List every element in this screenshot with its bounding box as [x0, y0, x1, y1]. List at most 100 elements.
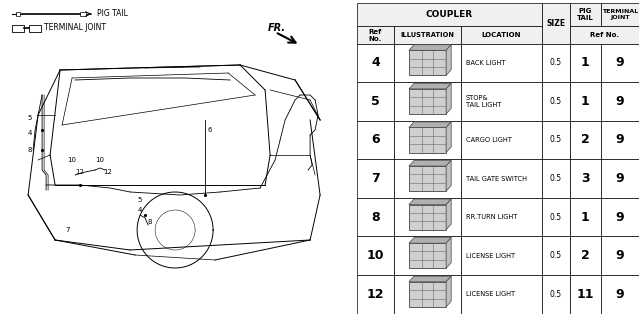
Text: 1: 1 [581, 56, 589, 69]
Text: LICENSE LIGHT: LICENSE LIGHT [465, 253, 515, 259]
Bar [16, 12, 20, 16]
Bar [541, 82, 570, 121]
Text: LICENSE LIGHT: LICENSE LIGHT [465, 291, 515, 297]
Text: 1: 1 [581, 211, 589, 224]
Text: 11: 11 [577, 288, 594, 301]
Bar [541, 44, 570, 82]
Text: 2: 2 [581, 249, 589, 262]
Text: 3: 3 [581, 172, 589, 185]
Text: STOP&
TAIL LIGHT: STOP& TAIL LIGHT [465, 95, 501, 108]
Bar [394, 198, 461, 236]
Bar [12, 25, 24, 31]
Polygon shape [409, 238, 451, 243]
Bar [357, 3, 541, 27]
Text: 9: 9 [616, 95, 624, 108]
Bar [394, 236, 461, 275]
Text: 12: 12 [104, 169, 113, 175]
Text: 6: 6 [371, 133, 380, 147]
Bar [394, 275, 461, 314]
Text: 8: 8 [371, 211, 380, 224]
Text: Ref
No.: Ref No. [369, 28, 382, 42]
Text: TERMINAL
JOINT: TERMINAL JOINT [602, 9, 638, 20]
Bar [601, 3, 639, 27]
Bar [570, 159, 601, 198]
Bar [601, 236, 639, 275]
Text: 2: 2 [581, 133, 589, 147]
Text: ILLUSTRATION: ILLUSTRATION [401, 32, 454, 38]
Bar [394, 44, 461, 82]
Text: 9: 9 [616, 172, 624, 185]
Bar [461, 82, 541, 121]
Text: LOCATION: LOCATION [482, 32, 521, 38]
Polygon shape [446, 122, 451, 153]
Text: 12: 12 [367, 288, 384, 301]
Text: 0.5: 0.5 [550, 135, 562, 145]
Text: 9: 9 [616, 288, 624, 301]
Polygon shape [409, 122, 451, 127]
Polygon shape [446, 276, 451, 307]
Text: 7: 7 [66, 227, 70, 233]
Bar [601, 121, 639, 159]
Polygon shape [446, 83, 451, 114]
Bar [357, 82, 394, 121]
Bar [461, 198, 541, 236]
Bar [601, 275, 639, 314]
Bar [570, 44, 601, 82]
Bar [409, 89, 446, 114]
Bar [461, 159, 541, 198]
Polygon shape [409, 199, 451, 204]
Bar [461, 44, 541, 82]
Bar [394, 159, 461, 198]
Bar [409, 204, 446, 230]
Text: 0.5: 0.5 [550, 58, 562, 67]
Polygon shape [409, 45, 451, 50]
Text: 0.5: 0.5 [550, 213, 562, 222]
Text: 12: 12 [76, 169, 84, 175]
Text: 0.5: 0.5 [550, 174, 562, 183]
Text: FR.: FR. [268, 23, 286, 33]
Bar [394, 27, 461, 44]
Bar [461, 121, 541, 159]
Bar [541, 275, 570, 314]
Polygon shape [446, 45, 451, 76]
Bar [570, 275, 601, 314]
Polygon shape [409, 160, 451, 166]
Text: 9: 9 [616, 56, 624, 69]
Text: 9: 9 [616, 249, 624, 262]
Bar [570, 198, 601, 236]
Bar [357, 121, 394, 159]
Bar [29, 25, 41, 31]
Text: 4: 4 [371, 56, 380, 69]
Text: 4: 4 [28, 130, 32, 136]
Bar [570, 82, 601, 121]
Bar [601, 44, 639, 82]
Text: 0.5: 0.5 [550, 251, 562, 260]
Bar [409, 282, 446, 307]
Bar [461, 27, 541, 44]
Text: TERMINAL JOINT: TERMINAL JOINT [44, 23, 106, 33]
Bar [570, 3, 601, 27]
Text: CARGO LIGHT: CARGO LIGHT [465, 137, 511, 143]
Text: 8: 8 [148, 219, 152, 225]
Polygon shape [446, 238, 451, 268]
Bar [357, 275, 394, 314]
Text: 0.5: 0.5 [550, 290, 562, 299]
Text: Ref No.: Ref No. [589, 32, 619, 38]
Bar [541, 236, 570, 275]
Bar [357, 198, 394, 236]
Bar [357, 27, 394, 44]
Bar [570, 121, 601, 159]
Bar [541, 121, 570, 159]
Text: 5: 5 [138, 197, 142, 203]
Text: 10: 10 [68, 157, 77, 163]
Bar [461, 236, 541, 275]
Text: BACK LIGHT: BACK LIGHT [465, 60, 505, 66]
Text: SIZE: SIZE [546, 19, 565, 28]
Text: 8: 8 [28, 147, 33, 153]
Bar [570, 27, 639, 44]
Bar [357, 236, 394, 275]
Bar [570, 236, 601, 275]
Bar [394, 121, 461, 159]
Bar [541, 198, 570, 236]
Text: PIG
TAIL: PIG TAIL [577, 8, 593, 21]
